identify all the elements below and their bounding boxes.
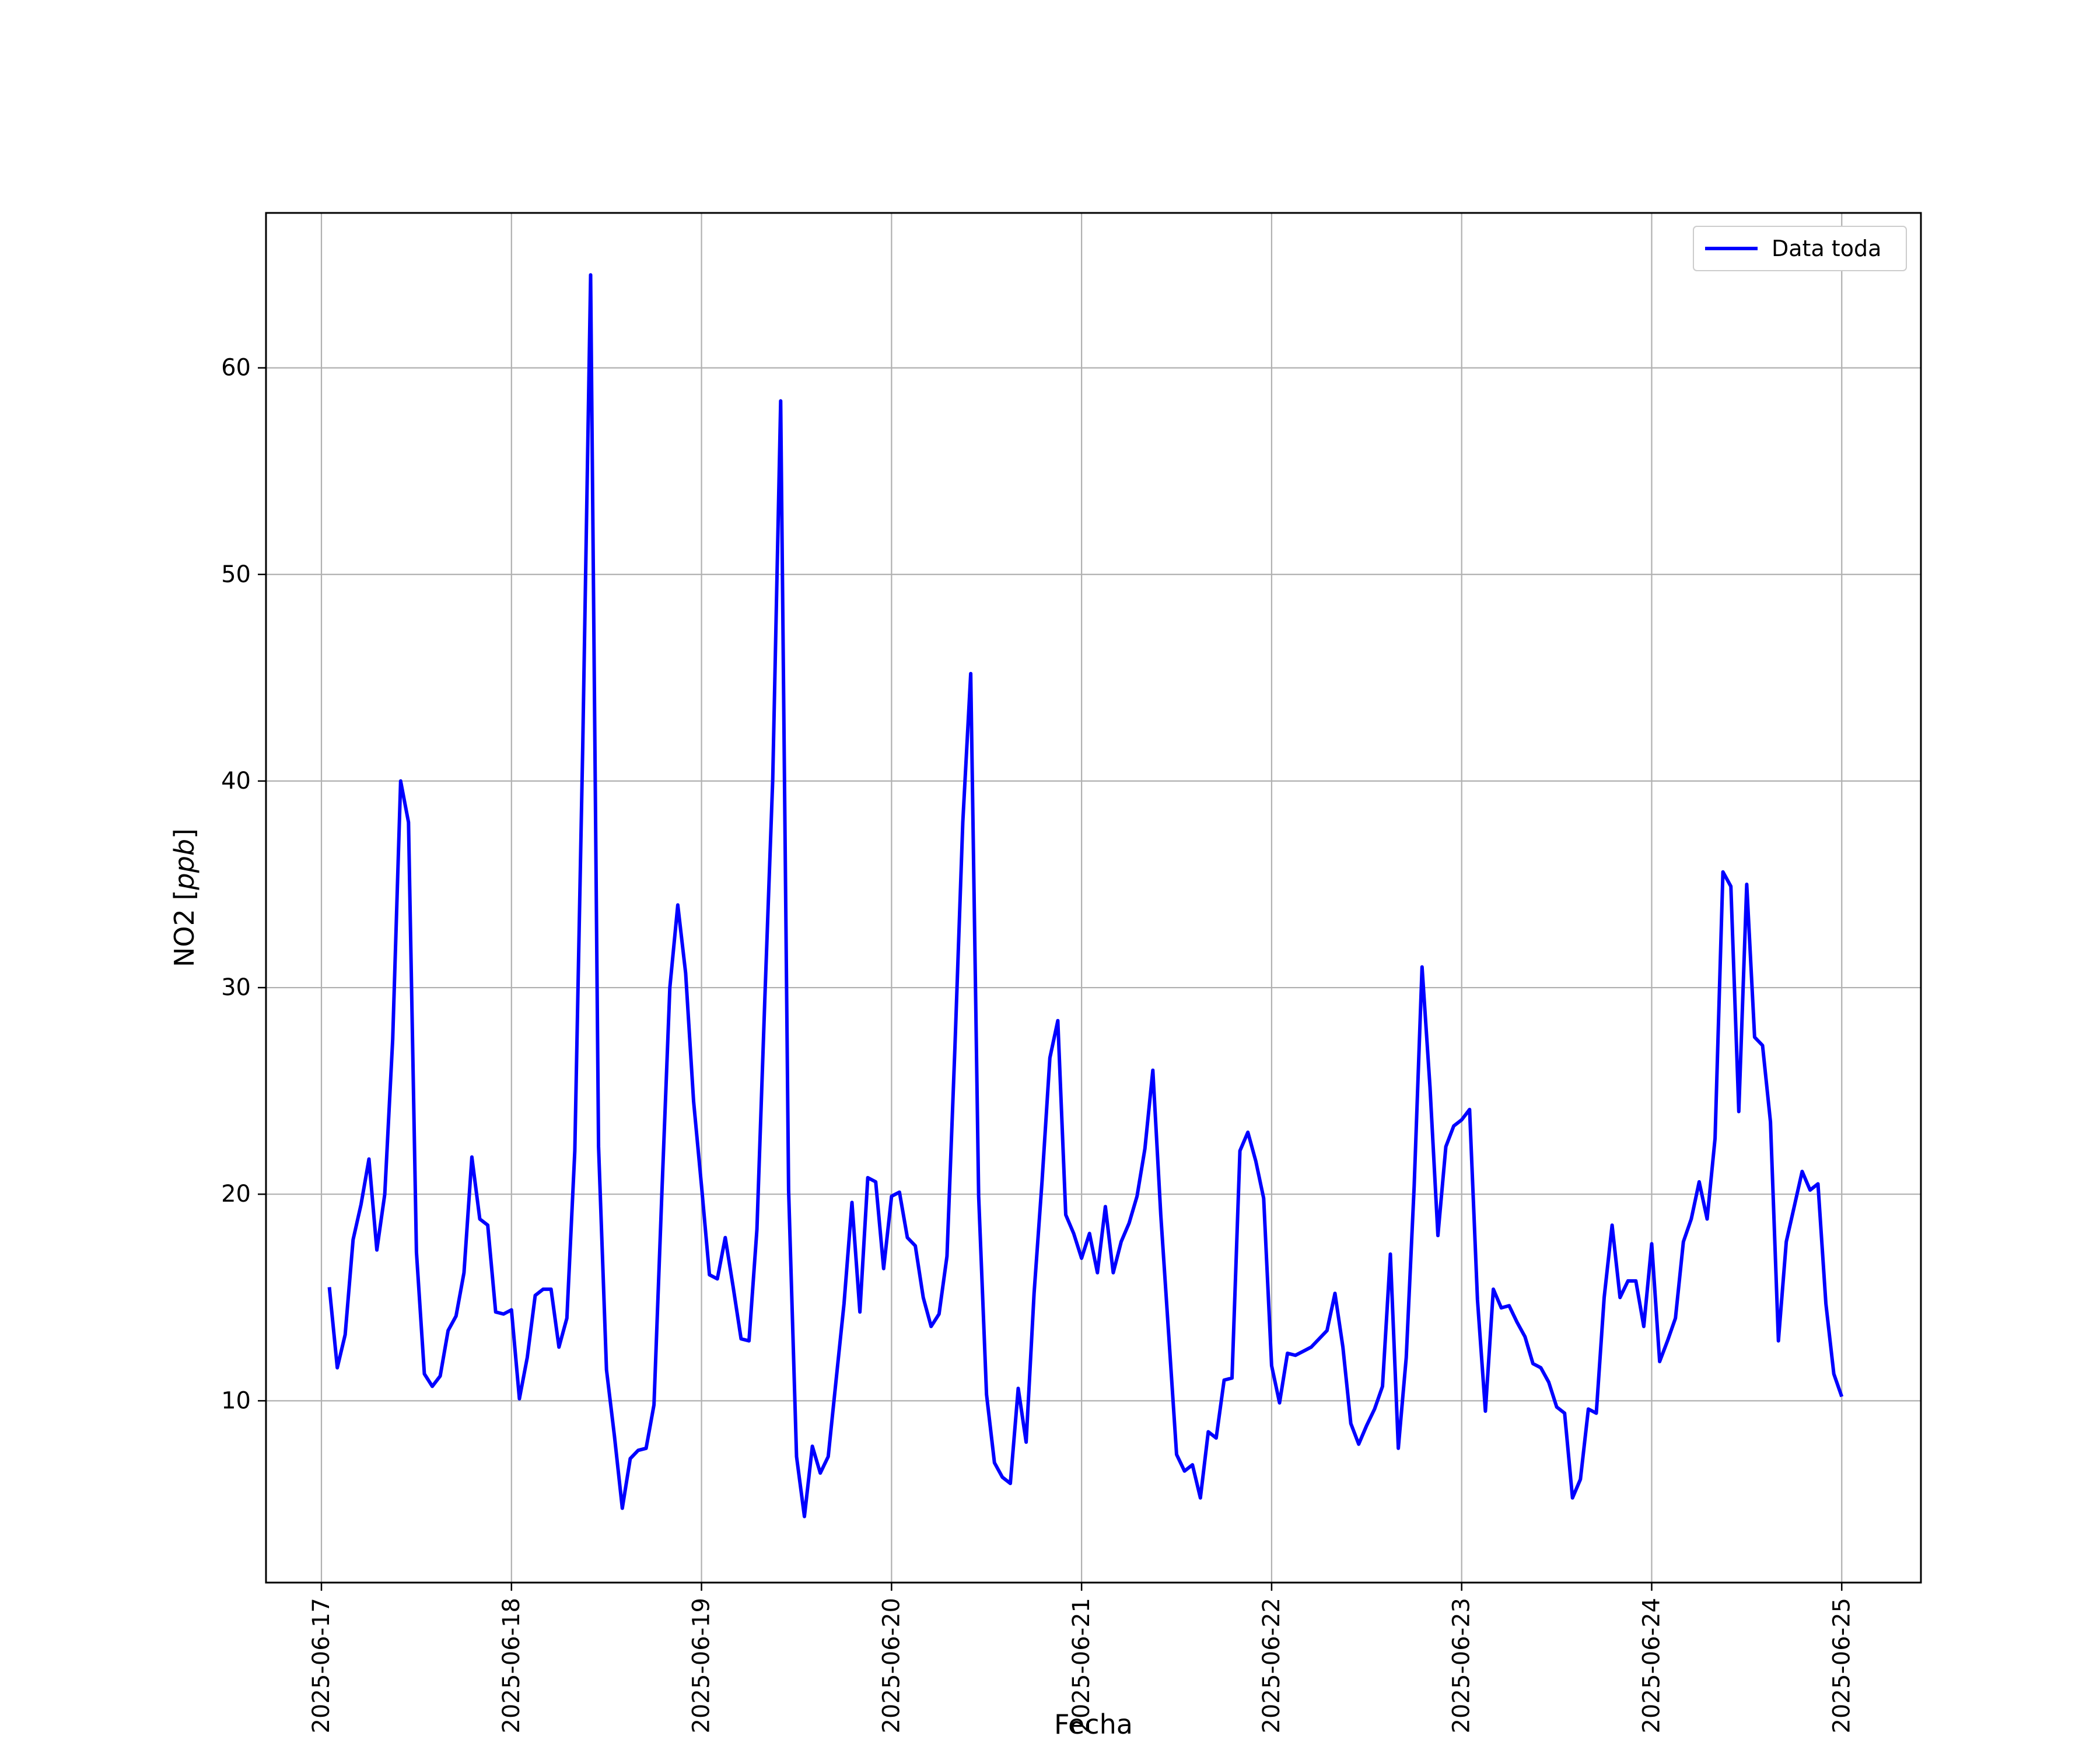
- y-axis-label-suffix: ]: [169, 828, 200, 839]
- x-tick-label: 2025-06-19: [688, 1598, 715, 1733]
- y-tick-label: 60: [221, 355, 251, 382]
- legend: Data toda: [1693, 226, 1907, 271]
- x-tick-label: 2025-06-20: [878, 1598, 905, 1733]
- y-axis-label-unit: ppb: [169, 839, 200, 891]
- x-tick-label: 2025-06-17: [308, 1598, 335, 1733]
- y-tick-label: 50: [221, 561, 251, 588]
- axis-ticks: 2025-06-17 2025-06-18 2025-06-19 2025-06-20…: [221, 355, 1855, 1734]
- x-tick-label: 2025-06-24: [1638, 1598, 1665, 1733]
- x-axis-label: Fecha: [1054, 1709, 1133, 1740]
- y-tick-label: 10: [221, 1387, 251, 1414]
- legend-box: [1693, 226, 1907, 271]
- plot-frame: [265, 212, 1922, 1584]
- x-tick-label: 2025-06-25: [1828, 1598, 1855, 1733]
- grid-lines: [266, 213, 1921, 1583]
- y-axis-label-prefix: NO2 [: [169, 890, 200, 967]
- x-tick-label: 2025-06-18: [498, 1598, 525, 1733]
- y-tick-label: 30: [221, 974, 251, 1001]
- series-line-data-toda: [327, 273, 1844, 1518]
- legend-label-data-toda: Data toda: [1772, 236, 1881, 261]
- series-layer: [327, 273, 1844, 1518]
- y-tick-label: 20: [221, 1181, 251, 1208]
- y-axis-label: NO2 [ppb]: [169, 828, 200, 967]
- x-tick-label: 2025-06-23: [1448, 1598, 1475, 1733]
- y-tick-label: 40: [221, 768, 251, 794]
- x-tick-label: 2025-06-21: [1068, 1598, 1095, 1733]
- x-tick-label: 2025-06-22: [1258, 1598, 1285, 1733]
